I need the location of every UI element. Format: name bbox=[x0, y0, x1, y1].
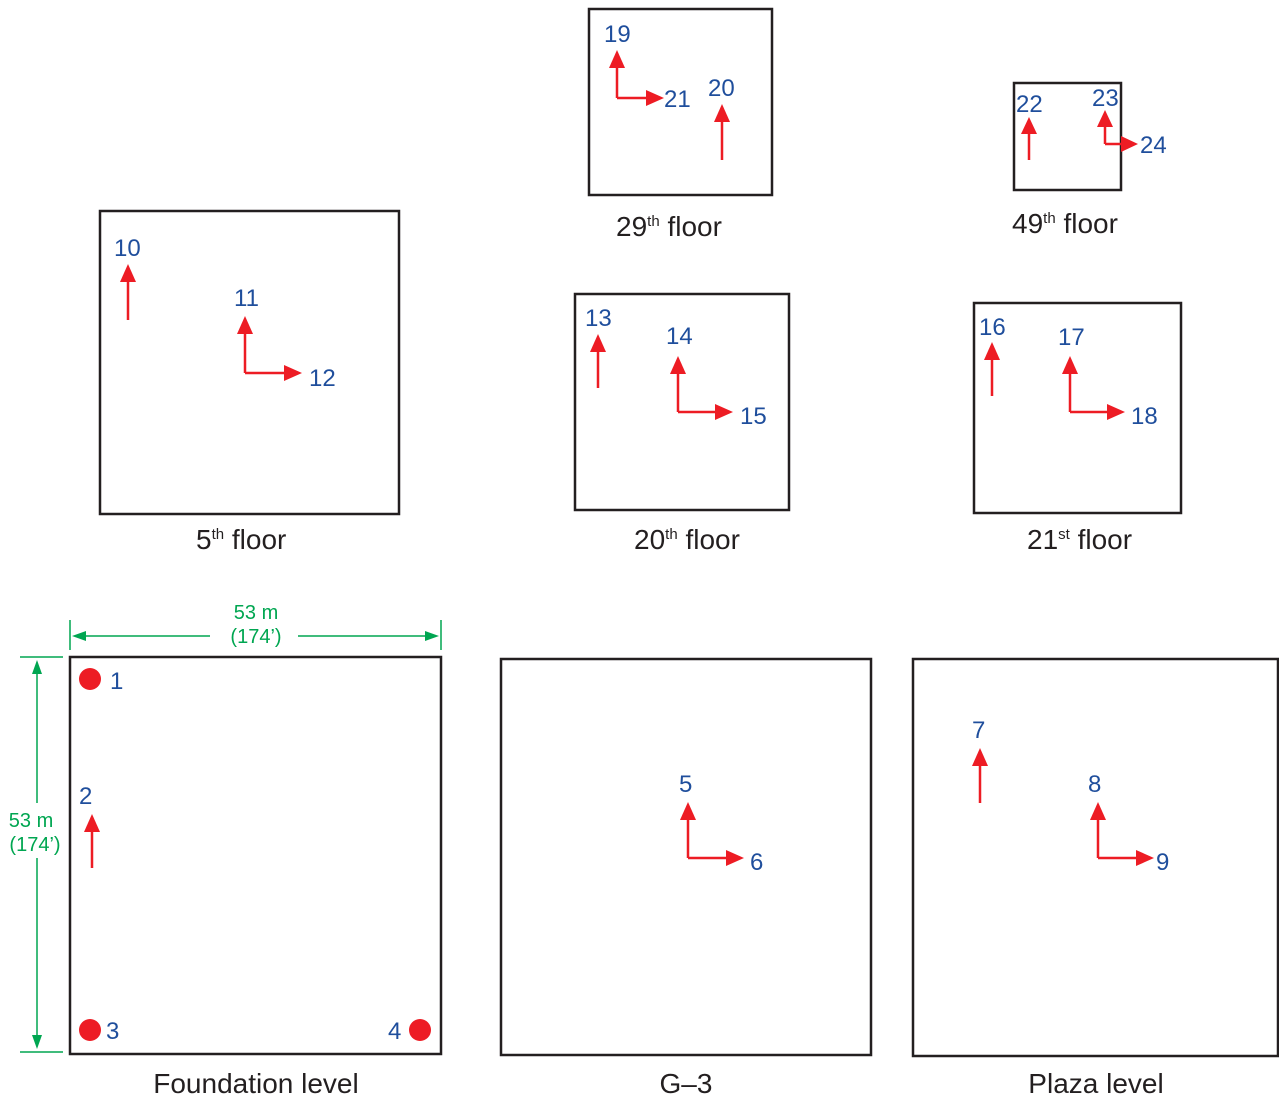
sensor-label-1: 1 bbox=[110, 668, 123, 695]
g3-level-plan: 5 6 bbox=[499, 657, 873, 1057]
sensor-label-14: 14 bbox=[666, 323, 693, 350]
floor-20-plan: 13 14 15 bbox=[573, 292, 791, 512]
caption-floor-20: 20th floor bbox=[634, 524, 740, 555]
sensor-dot-3 bbox=[79, 1019, 101, 1041]
sensor-label-23: 23 bbox=[1092, 85, 1119, 112]
sensor-label-4: 4 bbox=[388, 1018, 401, 1045]
sensor-dot-1 bbox=[79, 668, 101, 690]
plaza-level-plan: 7 8 9 bbox=[911, 657, 1279, 1058]
caption-floor-5: 5th floor bbox=[196, 524, 286, 555]
caption-g3: G–3 bbox=[660, 1068, 713, 1098]
sensor-label-19: 19 bbox=[604, 21, 631, 48]
sensor-label-2: 2 bbox=[79, 783, 92, 810]
caption-foundation: Foundation level bbox=[153, 1068, 358, 1098]
floor-49-plan: 22 23 24 bbox=[1012, 81, 1167, 192]
sensor-label-21: 21 bbox=[664, 86, 691, 113]
width-dimension: 53 m (174’) bbox=[69, 602, 442, 650]
foundation-level-plan: 53 m (174’) 53 m (174’) 1 2 3 4 bbox=[9, 602, 443, 1056]
width-feet: (174’) bbox=[230, 626, 281, 648]
sensor-label-22: 22 bbox=[1016, 91, 1043, 118]
sensor-label-11: 11 bbox=[234, 285, 259, 312]
sensor-label-13: 13 bbox=[585, 305, 612, 332]
sensor-label-15: 15 bbox=[740, 403, 767, 430]
sensor-label-3: 3 bbox=[106, 1018, 119, 1045]
sensor-label-9: 9 bbox=[1156, 849, 1169, 876]
floor-21-plan: 16 17 18 bbox=[972, 301, 1183, 515]
caption-floor-21: 21st floor bbox=[1027, 524, 1132, 555]
sensor-label-16: 16 bbox=[979, 314, 1006, 341]
sensor-label-17: 17 bbox=[1058, 324, 1085, 351]
sensor-label-24: 24 bbox=[1140, 132, 1167, 159]
caption-plaza: Plaza level bbox=[1028, 1068, 1163, 1098]
width-meters: 53 m bbox=[234, 602, 278, 624]
sensor-dot-4 bbox=[409, 1019, 431, 1041]
sensor-label-6: 6 bbox=[750, 849, 763, 876]
sensor-label-10: 10 bbox=[114, 235, 141, 262]
sensor-label-12: 12 bbox=[309, 365, 336, 392]
height-dimension: 53 m (174’) bbox=[9, 656, 63, 1053]
sensor-label-20: 20 bbox=[708, 75, 735, 102]
sensor-label-5: 5 bbox=[679, 771, 692, 798]
height-feet: (174’) bbox=[9, 834, 60, 856]
sensor-label-8: 8 bbox=[1088, 771, 1101, 798]
floor-5-plan: 10 11 12 bbox=[98, 209, 401, 516]
caption-floor-49: 49th floor bbox=[1012, 208, 1118, 239]
height-meters: 53 m bbox=[9, 810, 53, 832]
sensor-label-7: 7 bbox=[972, 717, 985, 744]
floor-29-plan: 19 21 20 bbox=[587, 7, 774, 197]
caption-floor-29: 29th floor bbox=[616, 211, 722, 242]
sensor-label-18: 18 bbox=[1131, 403, 1158, 430]
